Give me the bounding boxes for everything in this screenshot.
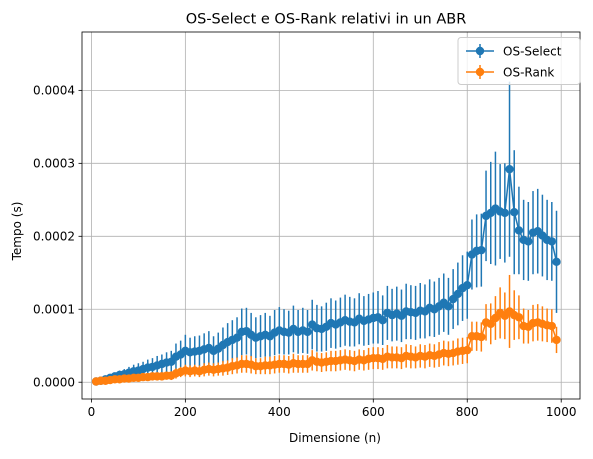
data-point [477, 245, 486, 255]
data-point [232, 333, 242, 342]
x-tick-label: 600 [362, 405, 385, 419]
y-axis-ticks: 0.0000 0.0001 0.0002 0.0003 0.0004 [33, 84, 82, 390]
data-point [510, 208, 519, 217]
data-point [552, 257, 561, 267]
plot-area [91, 81, 561, 386]
axes-frame [81, 31, 581, 400]
x-axis-label: Dimensione (n) [289, 431, 381, 445]
x-axis-ticks: 0 200 400 600 800 1000 [88, 399, 577, 419]
grid [82, 32, 580, 399]
y-tick-label: 0.0001 [33, 303, 75, 317]
x-tick-label: 400 [268, 405, 291, 419]
y-tick-label: 0.0002 [33, 230, 75, 244]
data-point [514, 313, 524, 322]
legend-dot-os-select [475, 46, 485, 56]
y-axis-label: Tempo (s) [10, 202, 24, 262]
data-point [552, 335, 561, 345]
data-point [505, 164, 514, 174]
data-point [524, 237, 533, 246]
x-tick-label: 200 [174, 405, 197, 419]
data-point [486, 319, 495, 329]
data-point [500, 208, 510, 218]
y-tick-label: 0.0003 [33, 157, 75, 171]
y-tick-label: 0.0000 [33, 376, 75, 390]
series-os-rank [91, 274, 561, 386]
data-point [547, 321, 557, 331]
data-point [463, 345, 472, 355]
data-point [453, 289, 463, 299]
x-tick-label: 1000 [546, 405, 577, 419]
y-tick-label: 0.0004 [33, 84, 75, 98]
data-point [378, 316, 387, 325]
data-point [303, 327, 312, 337]
x-tick-label: 0 [88, 405, 96, 419]
data-point [463, 280, 472, 290]
data-point [444, 302, 453, 311]
data-point [514, 226, 524, 235]
legend: OS-Select OS-Rank [457, 37, 581, 85]
x-tick-label: 800 [456, 405, 479, 419]
chart-title: OS-Select e OS-Rank relativi in un ABR [186, 12, 467, 28]
legend-dot-os-rank [475, 67, 485, 77]
legend-label-os-rank: OS-Rank [503, 66, 554, 80]
data-point [547, 237, 557, 246]
legend-label-os-select: OS-Select [503, 45, 562, 59]
data-point [477, 332, 486, 342]
